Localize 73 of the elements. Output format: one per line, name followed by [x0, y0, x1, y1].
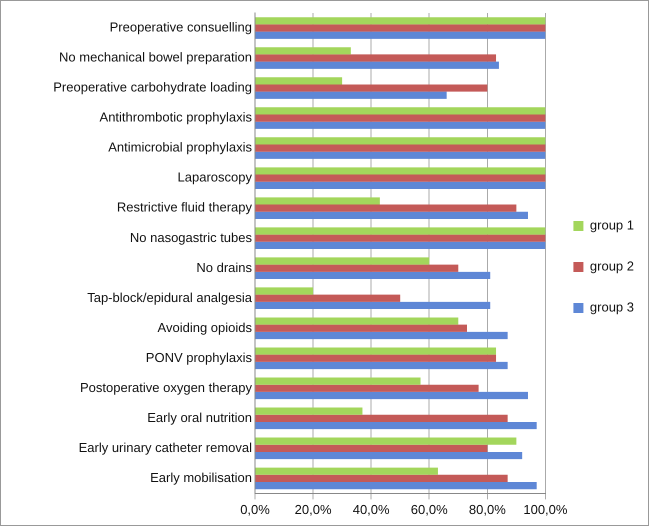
- bar: [256, 474, 508, 482]
- y-tick-label: Early urinary catheter removal: [78, 440, 252, 455]
- bar: [256, 332, 508, 340]
- bar: [256, 422, 537, 430]
- bar: [256, 414, 508, 422]
- x-tick-label: 100,0%: [523, 502, 568, 517]
- bar: [256, 482, 537, 490]
- bar: [256, 114, 546, 122]
- bar: [256, 378, 421, 385]
- bar: [256, 392, 528, 400]
- bar: [256, 362, 508, 370]
- bar: [256, 167, 546, 175]
- bar: [256, 444, 488, 452]
- bar: [256, 204, 516, 212]
- bar: [256, 84, 488, 92]
- bar: [256, 54, 496, 62]
- bar: [256, 272, 490, 280]
- bar: [256, 227, 546, 235]
- bar: [256, 197, 380, 205]
- y-tick-label: Avoiding opioids: [158, 320, 252, 335]
- bar: [256, 287, 314, 295]
- y-tick-label: Postoperative oxygen therapy: [80, 380, 252, 395]
- bar: [256, 212, 528, 219]
- y-tick-label: Early mobilisation: [150, 470, 252, 485]
- bar: [256, 174, 546, 182]
- bar: [256, 324, 467, 332]
- bar: [256, 384, 479, 392]
- bar: [256, 234, 546, 242]
- bar: [256, 302, 490, 310]
- y-tick-label: Early oral nutrition: [147, 410, 252, 425]
- legend-label: group 2: [590, 258, 634, 274]
- y-tick-label: Laparoscopy: [178, 170, 252, 185]
- y-tick-label: Preoperative carbohydrate loading: [53, 80, 252, 95]
- bar: [256, 47, 351, 54]
- bar: [256, 257, 430, 265]
- y-tick-label: No nasogastric tubes: [130, 230, 252, 245]
- bar: [256, 62, 499, 69]
- bar: [256, 182, 546, 189]
- bar: [256, 468, 438, 475]
- bar: [256, 317, 458, 325]
- bar: [256, 347, 496, 355]
- y-tick-label: Antimicrobial prophylaxis: [108, 140, 252, 155]
- bar: [256, 438, 516, 445]
- bar: [256, 137, 546, 145]
- x-tick-label: 20,0%: [294, 502, 332, 517]
- bar: [256, 32, 546, 39]
- bar: [256, 152, 546, 159]
- bar: [256, 92, 447, 99]
- bar: [256, 354, 496, 362]
- y-tick-label: Tap-block/epidural analgesia: [87, 290, 253, 305]
- y-tick-label: Preoperative consuelling: [110, 20, 252, 35]
- bar: [256, 408, 362, 415]
- x-tick-label: 80,0%: [468, 502, 506, 517]
- y-tick-label: Antithrombotic prophylaxis: [100, 110, 252, 125]
- bar: [256, 452, 522, 460]
- x-tick-label: 60,0%: [410, 502, 448, 517]
- x-tick-label: 0,0%: [240, 502, 270, 517]
- legend-label: group 1: [590, 218, 634, 233]
- bar: [256, 17, 546, 24]
- bar: [256, 294, 400, 302]
- bar: [256, 107, 546, 114]
- y-tick-label: PONV prophylaxis: [146, 350, 252, 365]
- x-tick-label: 40,0%: [352, 502, 390, 517]
- bar: [256, 77, 342, 84]
- y-tick-label: Restrictive fluid therapy: [116, 200, 252, 215]
- bar: [256, 264, 458, 272]
- y-tick-label: No drains: [196, 260, 252, 275]
- bar: [256, 242, 546, 249]
- bar: [256, 24, 546, 32]
- bar: [256, 144, 546, 152]
- y-tick-label: No mechanical bowel preparation: [59, 50, 252, 65]
- bar: [256, 122, 546, 129]
- legend-label: group 3: [590, 300, 634, 315]
